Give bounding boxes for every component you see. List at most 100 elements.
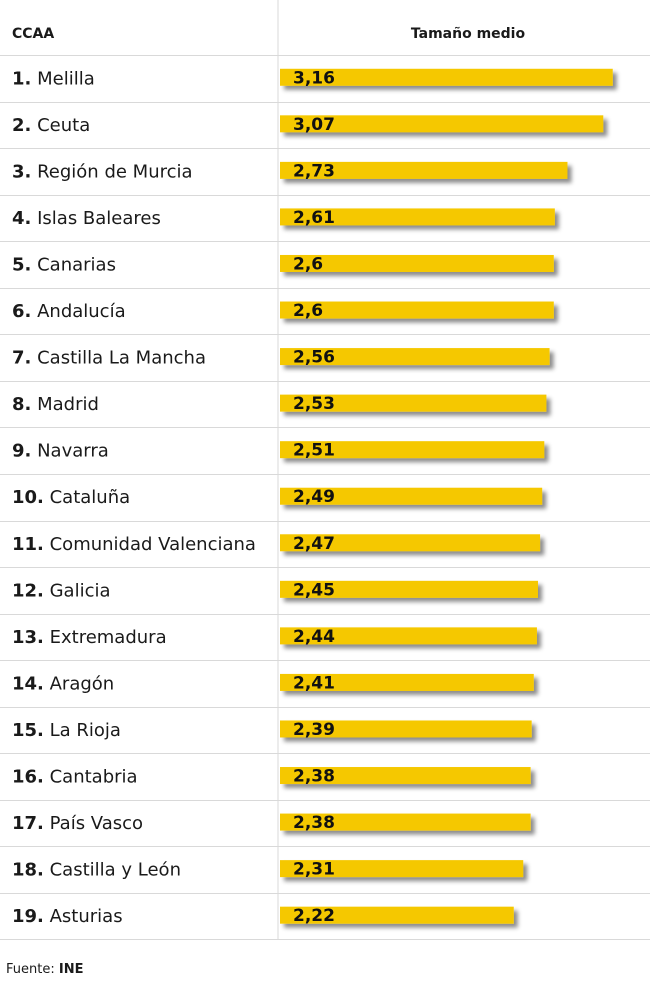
row-label: 12. Galicia: [12, 580, 111, 601]
bar: [280, 720, 532, 738]
row-category: Islas Baleares: [31, 208, 160, 229]
value-label: 2,44: [293, 627, 335, 647]
bar: [280, 394, 547, 412]
value-label: 2,6: [293, 301, 323, 321]
row-rank: 2.: [12, 115, 31, 136]
bar: [280, 767, 531, 785]
row-rank: 7.: [12, 348, 31, 369]
row-category: Extremadura: [44, 627, 167, 648]
bar: [280, 860, 524, 878]
source-note: Fuente: INE: [6, 962, 83, 977]
value-label: 2,39: [293, 720, 335, 740]
row-rank: 14.: [12, 673, 44, 694]
bar: [280, 673, 534, 691]
bar: [280, 487, 543, 505]
value-label: 3,07: [293, 115, 335, 135]
value-label: 2,47: [293, 534, 335, 554]
row-category: País Vasco: [44, 813, 143, 834]
bar: [280, 441, 545, 459]
row-category: Canarias: [31, 254, 116, 275]
bar: [280, 254, 554, 272]
bar: [280, 68, 613, 86]
bar: [280, 580, 538, 598]
row-label: 5. Canarias: [12, 254, 116, 275]
row-label: 10. Cataluña: [12, 487, 130, 508]
row-rank: 4.: [12, 208, 31, 229]
value-label: 2,56: [293, 348, 335, 368]
value-label: 3,16: [293, 68, 335, 88]
row-rank: 8.: [12, 394, 31, 415]
row-rank: 6.: [12, 301, 31, 322]
bar: [280, 115, 604, 133]
row-category: Región de Murcia: [31, 161, 192, 182]
row-category: Navarra: [31, 441, 108, 462]
row-label: 15. La Rioja: [12, 720, 121, 741]
row-label: 8. Madrid: [12, 394, 99, 415]
row-rank: 17.: [12, 813, 44, 834]
value-label: 2,31: [293, 860, 335, 880]
bar: [280, 208, 555, 226]
row-label: 2. Ceuta: [12, 115, 90, 136]
bar: [280, 906, 514, 924]
value-label: 2,51: [293, 441, 335, 461]
row-rank: 5.: [12, 254, 31, 275]
row-category: Comunidad Valenciana: [44, 534, 256, 555]
row-label: 7. Castilla La Mancha: [12, 348, 206, 369]
row-rank: 11.: [12, 534, 44, 555]
value-label: 2,38: [293, 813, 335, 833]
value-label: 2,38: [293, 767, 335, 787]
value-label: 2,45: [293, 580, 335, 600]
row-rank: 13.: [12, 627, 44, 648]
category-column-header: CCAA: [12, 26, 54, 42]
source-label: Fuente:: [6, 962, 55, 977]
bar: [280, 301, 554, 319]
row-label: 19. Asturias: [12, 906, 123, 927]
bar-chart: CCAA Tamaño medio 1. Melilla 3,16 2. Ceuta…: [0, 0, 650, 940]
value-label: 2,53: [293, 394, 335, 414]
source-value: INE: [58, 962, 84, 977]
value-column-header: Tamaño medio: [411, 26, 526, 42]
value-label: 2,6: [293, 254, 323, 274]
row-rank: 16.: [12, 767, 44, 788]
row-category: Melilla: [31, 68, 94, 89]
value-label: 2,61: [293, 208, 335, 228]
row-category: Galicia: [44, 580, 111, 601]
bar: [280, 813, 531, 831]
row-label: 14. Aragón: [12, 673, 114, 694]
row-category: La Rioja: [44, 720, 121, 741]
row-category: Cantabria: [44, 767, 138, 788]
bar: [280, 627, 537, 645]
row-rank: 18.: [12, 860, 44, 881]
value-label: 2,41: [293, 673, 335, 693]
row-category: Asturias: [44, 906, 123, 927]
row-category: Andalucía: [31, 301, 125, 322]
row-category: Castilla y León: [44, 860, 181, 881]
row-rank: 9.: [12, 441, 31, 462]
bar: [280, 161, 568, 179]
row-category: Madrid: [31, 394, 99, 415]
row-rank: 3.: [12, 161, 31, 182]
row-label: 4. Islas Baleares: [12, 208, 161, 229]
row-rank: 1.: [12, 68, 31, 89]
row-rank: 19.: [12, 906, 44, 927]
row-label: 9. Navarra: [12, 441, 109, 462]
row-label: 18. Castilla y León: [12, 860, 181, 881]
value-label: 2,22: [293, 906, 335, 926]
row-label: 1. Melilla: [12, 68, 95, 89]
row-label: 3. Región de Murcia: [12, 161, 193, 182]
value-label: 2,49: [293, 487, 335, 507]
row-label: 6. Andalucía: [12, 301, 126, 322]
row-category: Aragón: [44, 673, 114, 694]
row-rank: 15.: [12, 720, 44, 741]
row-label: 17. País Vasco: [12, 813, 143, 834]
row-label: 11. Comunidad Valenciana: [12, 534, 256, 555]
bar: [280, 348, 550, 366]
row-category: Ceuta: [31, 115, 90, 136]
row-category: Cataluña: [44, 487, 130, 508]
row-rank: 12.: [12, 580, 44, 601]
value-label: 2,73: [293, 161, 335, 181]
row-category: Castilla La Mancha: [31, 348, 206, 369]
row-label: 16. Cantabria: [12, 767, 138, 788]
row-rank: 10.: [12, 487, 44, 508]
bar: [280, 534, 541, 552]
